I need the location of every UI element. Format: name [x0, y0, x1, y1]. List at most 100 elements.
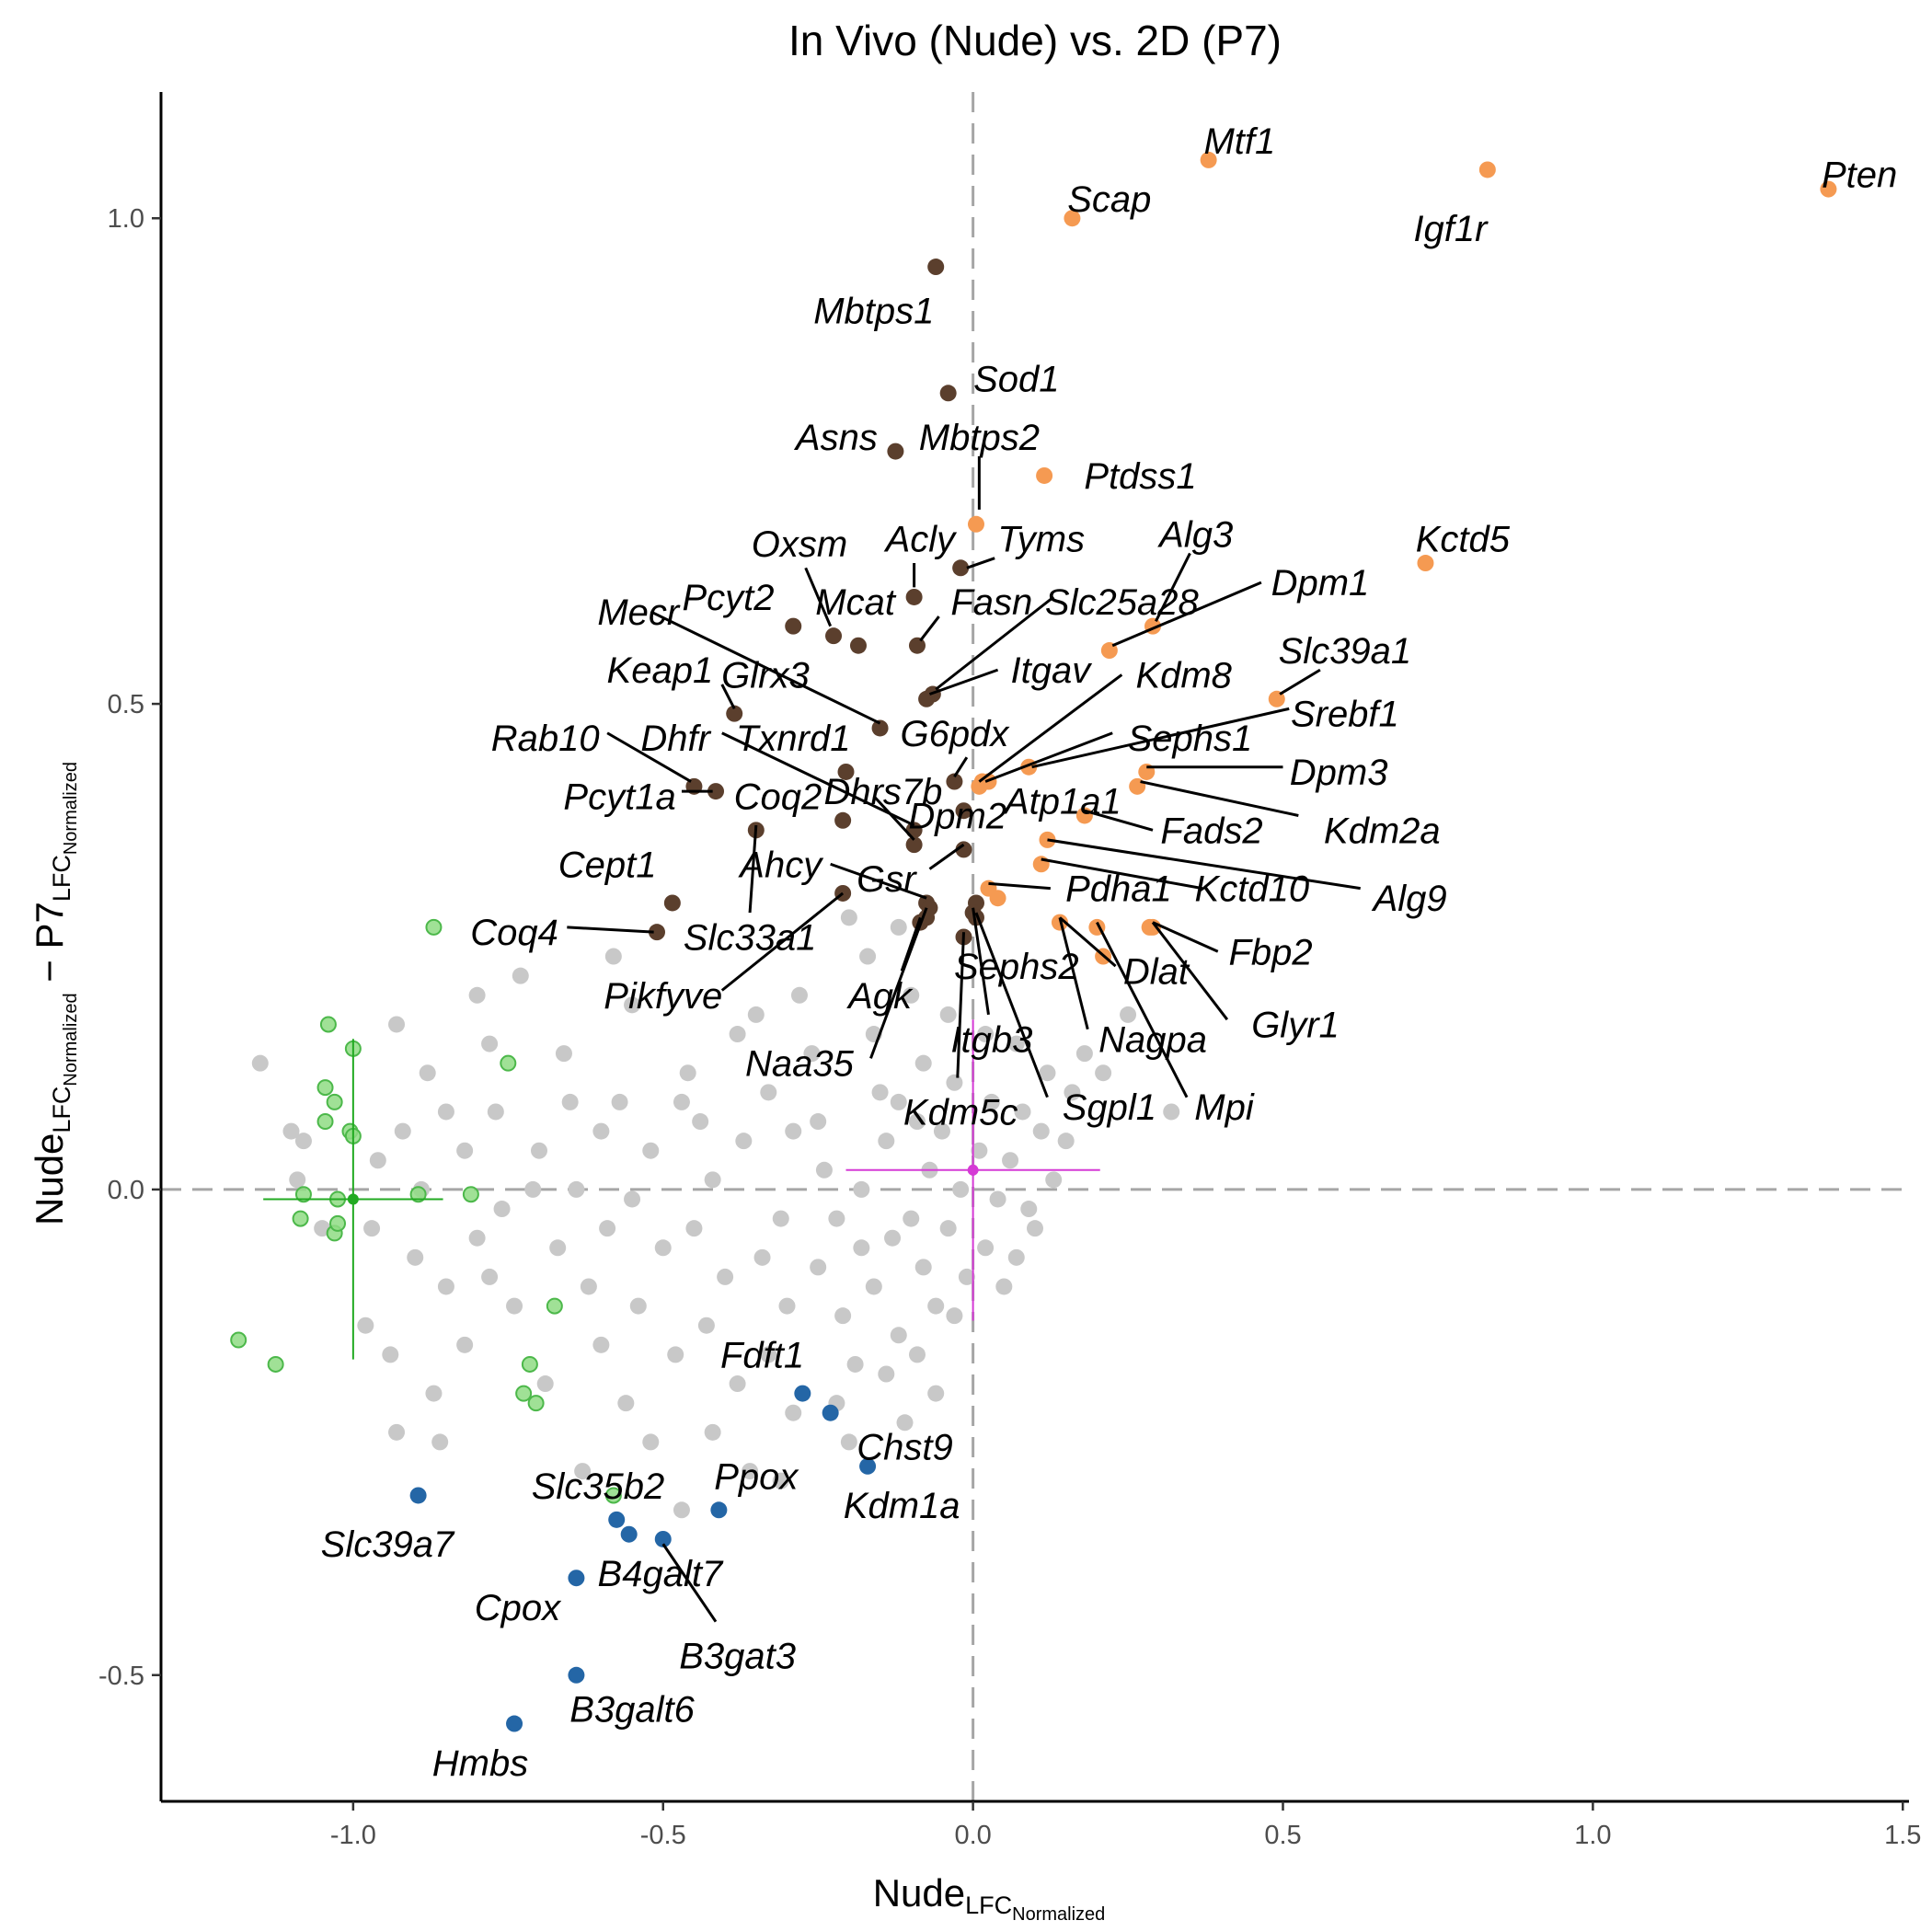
y-axis-label-subsub2: Normalized — [61, 762, 81, 855]
annotation-leader-line — [606, 731, 692, 783]
gray-point — [294, 1133, 312, 1150]
y-axis-label-main: Nude — [28, 1133, 71, 1225]
gene-label: G6pdx — [900, 714, 1010, 754]
green-point — [521, 1355, 538, 1373]
x-axis-label-subsub: Normalized — [1012, 1904, 1105, 1925]
gene-label: Scap — [1067, 179, 1151, 220]
brown-point — [955, 841, 972, 858]
gray-point — [735, 1133, 753, 1150]
gene-label: Mecr — [597, 592, 681, 633]
gray-point — [1014, 1103, 1031, 1121]
gray-point — [977, 1026, 995, 1043]
gray-point — [679, 1064, 696, 1082]
gray-point — [927, 1385, 945, 1402]
annotation-leader-line — [1096, 921, 1189, 1098]
gray-point — [673, 1501, 690, 1519]
gene-label: B3galt6 — [569, 1690, 695, 1731]
gene-label: Ptdss1 — [1084, 456, 1196, 497]
gray-point — [407, 1248, 424, 1266]
gray-point — [878, 1365, 895, 1383]
gray-point — [388, 1423, 406, 1441]
annotation-leader-line — [953, 756, 969, 778]
annotation-leader-line — [928, 843, 965, 870]
x-tick-label: 0.0 — [954, 1821, 991, 1850]
annotation-leader-line — [1279, 668, 1321, 696]
gray-point — [1075, 1045, 1093, 1063]
gene-label: Mpi — [1194, 1087, 1255, 1128]
annotation-leader-line — [972, 907, 990, 1016]
gray-point — [419, 1064, 436, 1082]
gene-label: Glyr1 — [1251, 1005, 1340, 1045]
gray-point — [468, 1229, 486, 1247]
gene-label: Sephs2 — [954, 947, 1079, 987]
gray-point — [456, 1336, 474, 1353]
gray-point — [314, 1220, 331, 1237]
annotation-leader-line — [978, 673, 1123, 783]
gray-point — [946, 1074, 963, 1091]
gray-point — [481, 1268, 499, 1285]
gene-label: Igf1r — [1413, 209, 1489, 249]
gray-point — [1039, 1064, 1056, 1082]
brown-point — [927, 259, 945, 276]
gray-point — [624, 1190, 641, 1208]
orange-point — [1032, 856, 1050, 873]
gray-point — [493, 1201, 511, 1218]
annotation-leader-line — [974, 912, 1049, 1098]
gray-point — [437, 1103, 454, 1121]
green-point — [292, 1210, 309, 1227]
gray-point — [803, 1045, 821, 1063]
annotation-leader-line — [1151, 921, 1229, 1021]
orange-point — [1129, 777, 1146, 795]
gray-point — [995, 1278, 1013, 1295]
annotation-leader-line — [1047, 838, 1361, 891]
gene-label: Dpm2 — [908, 796, 1006, 836]
annotation-leader-line — [872, 795, 915, 841]
gene-label: Alg9 — [1372, 879, 1447, 919]
gray-point — [729, 1375, 746, 1393]
gray-point — [865, 1278, 882, 1295]
brown-point — [955, 802, 972, 820]
orange-point — [1064, 210, 1081, 227]
x-tick-label: -1.0 — [330, 1821, 376, 1850]
gray-point — [704, 1423, 721, 1441]
annotation-leader-line — [1031, 707, 1290, 769]
gray-point — [1163, 1103, 1180, 1121]
gray-point — [592, 1336, 610, 1353]
gray-point — [785, 1404, 802, 1421]
gray-point — [890, 1327, 907, 1344]
blue-point — [654, 1530, 672, 1547]
green-point — [316, 1113, 334, 1131]
gene-label: Agk — [846, 976, 914, 1017]
brown-point — [939, 385, 957, 402]
gray-point — [592, 1122, 610, 1140]
annotation-leader-line — [1155, 552, 1191, 623]
y-axis-label: NudeLFCNormalized − P7LFCNormalized — [28, 762, 81, 1225]
brown-point — [837, 763, 855, 780]
x-tick-label: 0.5 — [1264, 1821, 1301, 1850]
gene-label: Slc39a1 — [1279, 631, 1412, 672]
green-point — [515, 1385, 533, 1402]
annotation-leader-line — [650, 610, 881, 725]
blue-point — [859, 1457, 877, 1475]
gray-point — [927, 1297, 945, 1315]
gray-point — [810, 1113, 827, 1131]
gray-point — [939, 1220, 957, 1237]
annotation-leader-line — [984, 731, 1113, 783]
gene-label: Pcyt2 — [682, 578, 774, 618]
gene-annotations: Pten Mtf1 Igf1r Scap Mbtps1 Sod1 Asns Mbtps2 Ptd… — [321, 121, 1898, 1784]
brown-point — [849, 637, 867, 654]
gray-point — [437, 1278, 454, 1295]
blue-point — [506, 1715, 523, 1732]
gray-point — [530, 1142, 547, 1159]
blue-point — [568, 1666, 585, 1684]
y-tick-label: 0.5 — [108, 690, 144, 719]
gene-label: Itgav — [1010, 650, 1092, 691]
gene-label: Glrx3 — [721, 655, 810, 696]
gene-label: Kdm8 — [1135, 655, 1232, 696]
gene-label: Naa35 — [745, 1044, 855, 1085]
gene-label: Slc25a28 — [1045, 582, 1200, 623]
gray-point — [908, 1346, 926, 1363]
gray-point — [853, 1180, 870, 1198]
gene-label: Sgpl1 — [1063, 1087, 1156, 1128]
annotation-leader-line — [804, 567, 833, 627]
